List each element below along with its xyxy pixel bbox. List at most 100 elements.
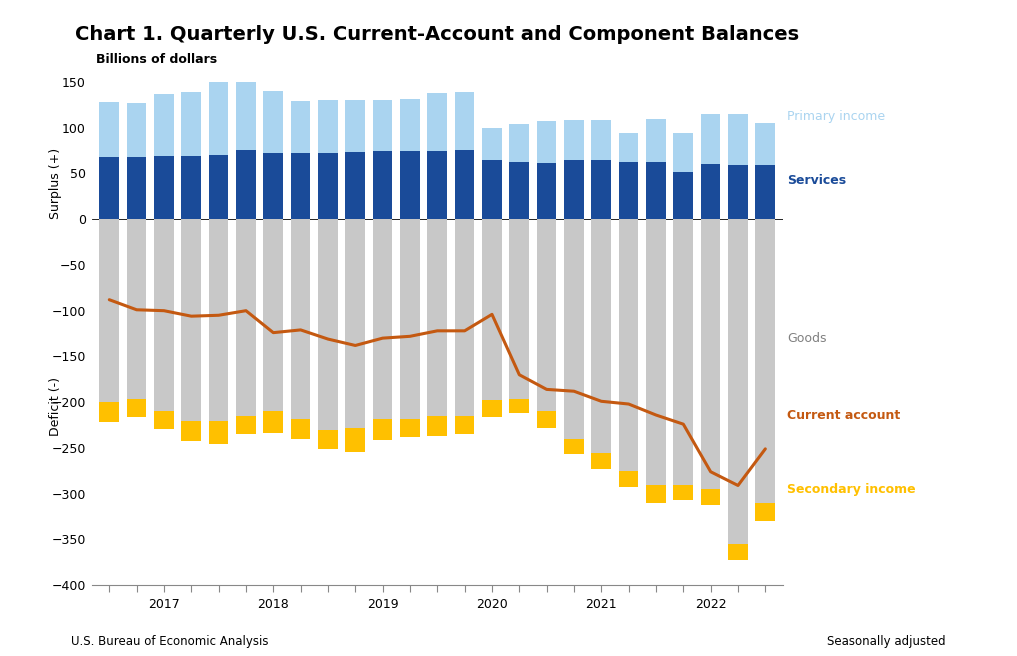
Text: 2022: 2022 xyxy=(695,598,726,611)
Bar xyxy=(346,152,365,219)
Bar xyxy=(701,164,720,219)
Bar xyxy=(537,219,556,411)
Bar xyxy=(482,400,501,417)
Bar xyxy=(673,485,694,500)
Bar xyxy=(291,154,310,219)
Bar xyxy=(427,150,447,219)
Bar xyxy=(346,219,365,428)
Bar xyxy=(537,121,556,163)
Text: Primary income: Primary income xyxy=(787,110,886,123)
Bar xyxy=(155,219,174,411)
Bar xyxy=(127,219,146,399)
Bar xyxy=(155,411,174,429)
Title: Chart 1. Quarterly U.S. Current-Account and Component Balances: Chart 1. Quarterly U.S. Current-Account … xyxy=(75,24,799,43)
Bar xyxy=(701,114,720,164)
Bar xyxy=(208,420,229,444)
Bar xyxy=(564,120,584,159)
Text: U.S. Bureau of Economic Analysis: U.S. Bureau of Economic Analysis xyxy=(71,635,268,648)
Bar xyxy=(373,152,393,219)
Bar xyxy=(181,156,201,219)
Text: Seasonally adjusted: Seasonally adjusted xyxy=(827,635,946,648)
Bar xyxy=(482,219,501,400)
Bar xyxy=(181,92,201,156)
Bar xyxy=(756,503,775,521)
Text: 2019: 2019 xyxy=(367,598,399,611)
Bar xyxy=(618,133,639,161)
Bar xyxy=(208,155,229,219)
Text: 2020: 2020 xyxy=(476,598,507,611)
Bar xyxy=(236,150,256,219)
Bar xyxy=(728,114,747,165)
Bar xyxy=(373,419,393,440)
Bar xyxy=(236,219,256,416)
Bar xyxy=(236,82,256,150)
Text: Current account: Current account xyxy=(787,409,900,422)
Bar xyxy=(646,119,666,163)
Bar xyxy=(373,100,393,152)
Bar xyxy=(155,156,174,219)
Bar xyxy=(373,219,393,419)
Bar xyxy=(427,416,447,436)
Bar xyxy=(291,101,310,154)
Bar xyxy=(756,219,775,503)
Bar xyxy=(318,430,338,449)
Text: Services: Services xyxy=(787,174,846,187)
Bar xyxy=(673,219,694,485)
Bar xyxy=(263,219,283,411)
Text: Billions of dollars: Billions of dollars xyxy=(96,53,217,66)
Bar xyxy=(291,419,310,439)
Bar xyxy=(537,411,556,428)
Bar xyxy=(100,402,119,422)
Bar xyxy=(208,219,229,420)
Text: 2021: 2021 xyxy=(586,598,617,611)
Bar xyxy=(427,93,447,150)
Bar xyxy=(728,219,747,544)
Bar xyxy=(646,485,666,503)
Bar xyxy=(510,219,529,399)
Text: 2017: 2017 xyxy=(148,598,180,611)
Bar xyxy=(728,165,747,219)
Bar xyxy=(510,161,529,219)
Bar xyxy=(482,128,501,159)
Bar xyxy=(592,219,611,453)
Bar xyxy=(291,219,310,419)
Bar xyxy=(346,428,365,451)
Text: Secondary income: Secondary income xyxy=(787,483,916,496)
Bar xyxy=(455,92,475,150)
Bar xyxy=(592,120,611,159)
Bar xyxy=(100,102,119,157)
Text: Goods: Goods xyxy=(787,332,827,344)
Bar xyxy=(127,103,146,157)
Bar xyxy=(510,124,529,161)
Bar xyxy=(318,219,338,430)
Bar xyxy=(346,100,365,152)
Bar xyxy=(100,157,119,219)
Bar xyxy=(427,219,447,416)
Bar xyxy=(592,453,611,469)
Bar xyxy=(537,163,556,219)
Bar xyxy=(100,219,119,402)
Bar xyxy=(181,420,201,441)
Bar xyxy=(592,159,611,219)
Bar xyxy=(400,152,420,219)
Bar xyxy=(455,150,475,219)
Bar xyxy=(400,219,420,419)
Bar xyxy=(127,399,146,417)
Bar xyxy=(510,399,529,413)
Bar xyxy=(455,219,475,416)
Bar xyxy=(728,544,747,560)
Bar xyxy=(455,416,475,434)
Bar xyxy=(618,161,639,219)
Bar xyxy=(400,99,420,152)
Bar xyxy=(318,100,338,154)
Bar xyxy=(482,159,501,219)
Bar xyxy=(618,219,639,471)
Bar xyxy=(318,154,338,219)
Bar xyxy=(673,133,694,172)
Bar xyxy=(208,82,229,155)
Text: Surplus (+): Surplus (+) xyxy=(50,148,62,219)
Bar xyxy=(673,172,694,219)
Bar xyxy=(155,94,174,156)
Bar xyxy=(564,159,584,219)
Bar xyxy=(618,471,639,487)
